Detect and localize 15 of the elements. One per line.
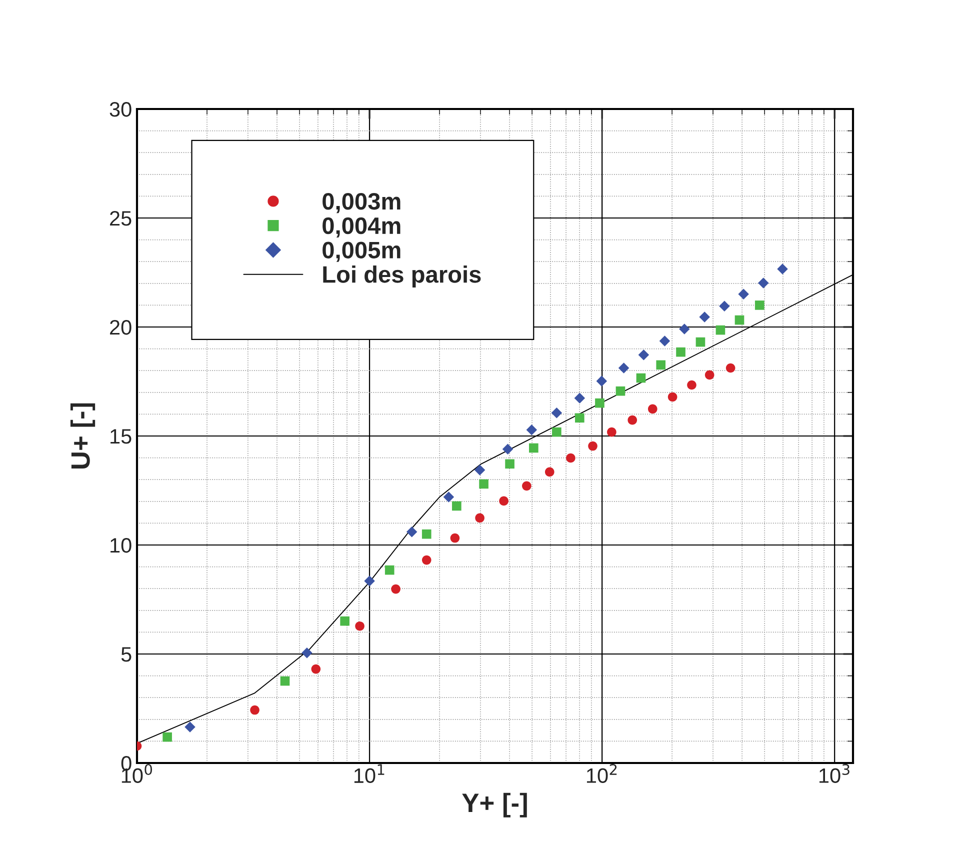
y-tick-label: 15 — [110, 429, 132, 444]
y-axis-title: U+ [-] — [70, 403, 96, 468]
legend-label: 0,003m — [322, 192, 400, 214]
legend-label: 0,004m — [322, 217, 400, 238]
y-tick-label: 25 — [110, 211, 132, 226]
x-axis-title: Y+ [-] — [462, 792, 527, 818]
y-tick-label: 10 — [110, 538, 132, 553]
legend-label: Loi des parois — [323, 265, 481, 288]
x-tick-label: 10$^{3}$ — [820, 764, 850, 784]
y-tick-label: 5 — [121, 647, 132, 662]
x-tick-label: 10$^{1}$ — [354, 764, 384, 784]
legend-label: 0,005m — [322, 242, 400, 262]
x-tick-label: 10$^{2}$ — [586, 764, 617, 784]
y-tick-label: 20 — [110, 320, 132, 335]
y-tick-label: 30 — [110, 102, 132, 117]
